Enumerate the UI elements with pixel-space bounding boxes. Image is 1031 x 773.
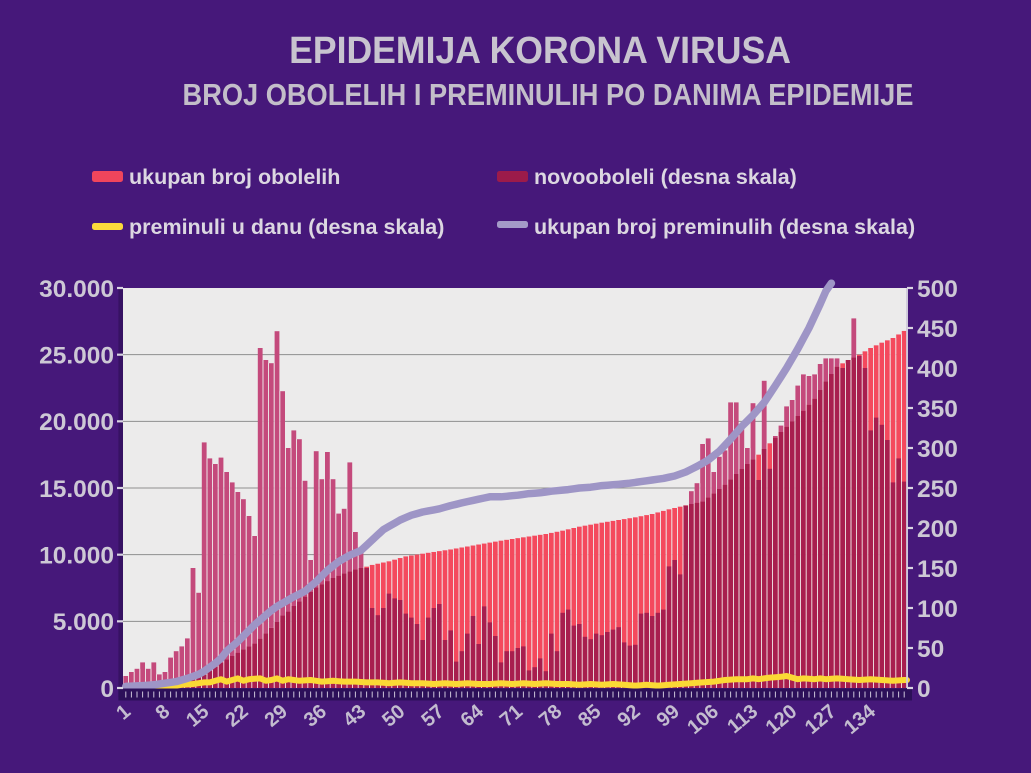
svg-text:250: 250	[917, 476, 958, 503]
svg-text:0: 0	[100, 676, 114, 703]
svg-text:350: 350	[917, 396, 958, 423]
svg-text:15.000: 15.000	[39, 476, 114, 503]
svg-text:200: 200	[917, 516, 958, 543]
svg-text:500: 500	[917, 276, 958, 303]
svg-text:100: 100	[917, 596, 958, 623]
svg-text:25.000: 25.000	[39, 343, 114, 370]
svg-text:30.000: 30.000	[39, 276, 114, 303]
svg-text:300: 300	[917, 436, 958, 463]
svg-text:400: 400	[917, 356, 958, 383]
svg-text:10.000: 10.000	[39, 543, 114, 570]
svg-text:450: 450	[917, 316, 958, 343]
svg-text:0: 0	[917, 676, 931, 703]
svg-text:50: 50	[917, 636, 944, 663]
svg-text:20.000: 20.000	[39, 409, 114, 436]
svg-text:5.000: 5.000	[53, 609, 114, 636]
svg-text:150: 150	[917, 556, 958, 583]
